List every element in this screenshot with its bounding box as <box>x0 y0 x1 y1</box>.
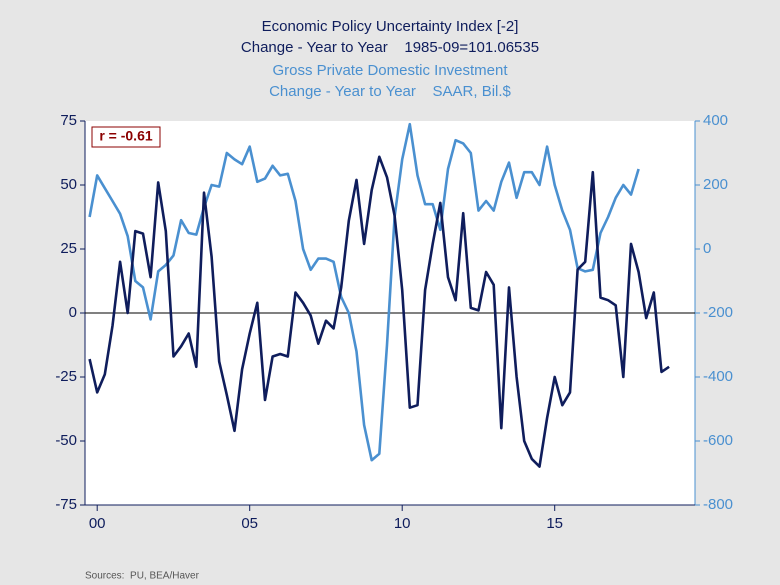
source: Sources: PU, BEA/Haver <box>85 571 200 582</box>
y-tick-label: -50 <box>55 432 77 449</box>
y2-tick-label: 200 <box>703 176 728 193</box>
y2-tick-label: -400 <box>703 368 733 385</box>
x-tick-label: 00 <box>89 515 106 532</box>
series-title: Economic Policy Uncertainty Index [-2] <box>262 18 519 35</box>
y-tick-label: 75 <box>60 112 77 129</box>
annotation-box <box>91 126 161 148</box>
y-tick-label: -25 <box>55 368 77 385</box>
y-tick-label: -75 <box>55 496 77 513</box>
series-title: Gross Private Domestic Investment <box>272 62 508 79</box>
y2-tick-label: -600 <box>703 432 733 449</box>
annotation: r = -0.61 <box>99 128 153 144</box>
series-line <box>88 155 670 468</box>
y-tick-label: 25 <box>60 240 77 257</box>
series-line <box>88 122 640 462</box>
series-subtitle: Change - Year to Year SAAR, Bil.$ <box>269 83 511 100</box>
y2-tick-label: -800 <box>703 496 733 513</box>
y-tick-label: 50 <box>60 176 77 193</box>
y2-tick-label: 400 <box>703 112 728 129</box>
x-tick-label: 10 <box>394 515 411 532</box>
series-subtitle: Change - Year to Year 1985-09=101.06535 <box>241 39 539 56</box>
y2-tick-label: -200 <box>703 304 733 321</box>
x-tick-label: 05 <box>241 515 258 532</box>
y-tick-label: 0 <box>69 304 77 321</box>
x-tick-label: 15 <box>546 515 563 532</box>
y2-tick-label: 0 <box>703 240 711 257</box>
